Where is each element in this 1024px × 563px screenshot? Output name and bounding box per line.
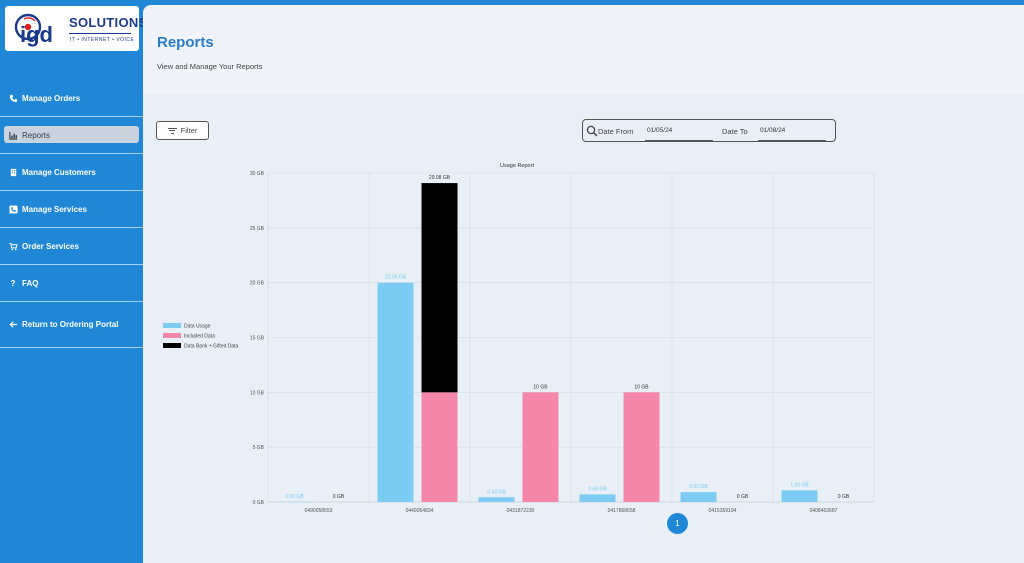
y-tick-label: 5 GB — [253, 445, 265, 451]
y-tick-label: 0 GB — [253, 500, 265, 506]
igd-logo-icon: igd — [14, 13, 53, 47]
question-icon: ? — [10, 278, 16, 288]
sidebar-item-manage-customers[interactable]: Manage Customers — [0, 154, 143, 191]
sidebar-item-order-services[interactable]: Order Services — [0, 228, 143, 265]
bar-data-usage — [579, 494, 616, 502]
sidebar-item-label: Manage Services — [22, 204, 87, 214]
data-usage-label: 0.90 GB — [689, 484, 708, 490]
date-from-label: Date From — [598, 127, 634, 136]
main-content: Reports View and Manage Your Reports Fil… — [143, 5, 1024, 563]
date-range-picker: Date From 01/05/24 Date To 01/08/24 — [582, 119, 836, 142]
search-icon — [586, 125, 598, 137]
bar-data-usage — [478, 497, 515, 502]
x-tick-label: 0415359194 — [709, 508, 737, 514]
filter-label: Filter — [180, 126, 198, 135]
sidebar-item-label: FAQ — [22, 278, 39, 288]
x-tick-label: 0449064834 — [406, 508, 434, 514]
stack-total-label: 10 GB — [634, 384, 649, 390]
pagination-page-button[interactable]: 1 — [667, 513, 688, 534]
date-to-input[interactable]: 01/08/24 — [760, 127, 786, 134]
stack-total-label: 0 GB — [737, 494, 749, 500]
bar-included-data — [421, 392, 458, 502]
y-tick-label: 30 GB — [250, 171, 265, 177]
y-tick-label: 10 GB — [250, 390, 265, 396]
bar-data-bank — [421, 183, 458, 393]
stack-total-label: 0 GB — [333, 494, 345, 500]
bar-data-usage — [781, 490, 818, 502]
legend-swatch — [163, 343, 181, 348]
phone-icon — [8, 93, 18, 103]
brand-divider — [69, 33, 131, 34]
date-from-input[interactable]: 01/05/24 — [647, 127, 673, 134]
y-tick-label: 15 GB — [250, 336, 265, 342]
legend-label: Included Data — [184, 334, 215, 340]
sidebar-item-label: Return to Ordering Portal — [22, 320, 119, 329]
brand-name: SOLUTIONS — [69, 15, 148, 30]
bar-included-data — [623, 392, 660, 502]
data-usage-label: 0.69 GB — [588, 486, 607, 492]
legend-swatch — [163, 333, 181, 338]
data-usage-label: 0.43 GB — [487, 489, 506, 495]
stack-total-label: 29.08 GB — [429, 175, 451, 181]
brand-logo[interactable]: igd SOLUTIONS IT • INTERNET • VOICE — [5, 6, 147, 51]
usage-report-chart: Usage Report 0 GB 5 GB 10 GB 15 GB 20 GB 25 GB… — [163, 163, 875, 514]
date-from-underline — [645, 140, 713, 141]
sidebar-item-reports[interactable]: Reports — [0, 117, 143, 154]
data-usage-label: 0.02 GB — [285, 494, 304, 500]
legend-label: Data Usage — [184, 324, 211, 330]
sidebar-item-manage-orders[interactable]: Manage Orders — [0, 80, 143, 117]
x-tick-label: 0431872230 — [507, 508, 535, 514]
page-header: Reports View and Manage Your Reports — [143, 5, 1024, 94]
data-usage-label: 1.06 GB — [790, 482, 809, 488]
sidebar: igd SOLUTIONS IT • INTERNET • VOICE Mana… — [0, 0, 147, 563]
filter-button[interactable]: Filter — [156, 121, 209, 140]
bar-included-data — [522, 392, 559, 502]
page-title: Reports — [157, 34, 214, 51]
stack-total-label: 10 GB — [533, 384, 548, 390]
sidebar-item-return-portal[interactable]: Return to Ordering Portal — [0, 302, 143, 348]
active-highlight — [4, 126, 139, 143]
arrow-left-icon — [8, 320, 18, 330]
date-to-underline — [758, 140, 826, 141]
bar-data-usage — [680, 492, 717, 502]
data-usage-label: 20.00 GB — [385, 275, 407, 281]
y-tick-label: 20 GB — [250, 281, 265, 287]
bar-data-usage — [377, 282, 414, 502]
top-accent-bar — [0, 0, 1024, 5]
sidebar-item-manage-services[interactable]: Manage Services — [0, 191, 143, 228]
sidebar-item-label: Manage Orders — [22, 93, 81, 103]
chart-title: Usage Report — [500, 163, 534, 169]
sidebar-item-label: Manage Customers — [22, 167, 96, 177]
x-tick-label: 0417868658 — [608, 508, 636, 514]
page-subtitle: View and Manage Your Reports — [157, 62, 263, 71]
sidebar-item-label: Reports — [22, 130, 51, 140]
y-tick-label: 25 GB — [250, 226, 265, 232]
brand-tagline: IT • INTERNET • VOICE — [70, 37, 135, 43]
sidebar-nav: Manage Orders Reports Manage Customers M… — [0, 80, 143, 348]
bar-chart-icon — [8, 130, 18, 140]
cart-icon — [8, 241, 18, 251]
filter-icon — [167, 127, 177, 134]
svg-text:igd: igd — [20, 22, 53, 47]
stack-total-label: 0 GB — [838, 494, 850, 500]
sidebar-item-faq[interactable]: ? FAQ — [0, 265, 143, 302]
sidebar-item-label: Order Services — [22, 241, 79, 251]
phone-square-icon — [8, 204, 18, 214]
legend-label: Data Bank + Gifted Data — [184, 344, 239, 350]
x-tick-label: 0408463687 — [810, 508, 838, 514]
legend-swatch — [163, 323, 181, 328]
building-icon — [8, 167, 18, 177]
date-to-label: Date To — [722, 127, 748, 136]
x-tick-label: 0490058553 — [305, 508, 333, 514]
